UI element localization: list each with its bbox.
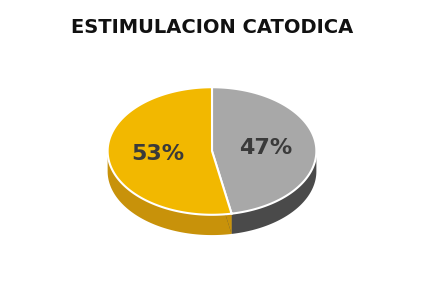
- Polygon shape: [212, 87, 316, 214]
- Text: 47%: 47%: [240, 138, 293, 158]
- Text: ESTIMULACION CATODICA: ESTIMULACION CATODICA: [71, 18, 353, 37]
- Polygon shape: [108, 87, 232, 215]
- Polygon shape: [108, 151, 232, 235]
- Polygon shape: [212, 151, 232, 234]
- Polygon shape: [232, 151, 316, 234]
- Polygon shape: [212, 151, 232, 234]
- Text: 53%: 53%: [131, 144, 184, 164]
